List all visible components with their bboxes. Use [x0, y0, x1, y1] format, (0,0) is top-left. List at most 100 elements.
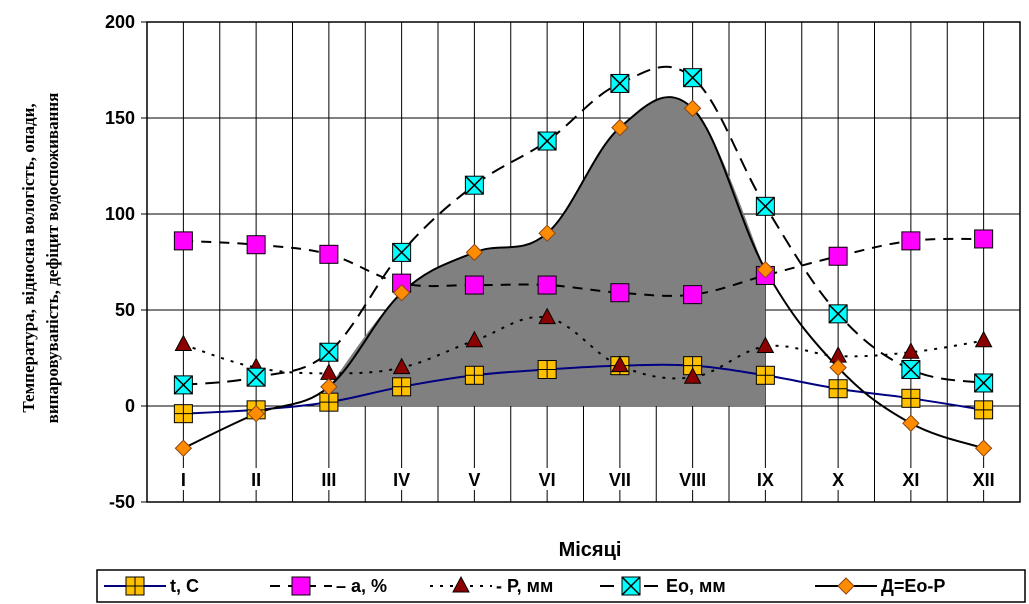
data-point-s4-III	[320, 378, 338, 396]
month-label: IX	[757, 470, 774, 490]
marker-shape	[974, 439, 993, 457]
data-point-s3-II	[246, 367, 266, 387]
month-label-bg	[893, 468, 928, 490]
marker-shape	[837, 577, 855, 595]
marker-shape	[974, 229, 994, 249]
legend-label-2: - P, мм	[496, 576, 553, 596]
legend-marker-3	[621, 576, 641, 596]
marker-shape	[291, 576, 311, 596]
month-label: X	[832, 470, 844, 490]
marker-shape	[174, 334, 193, 352]
month-label-bg	[166, 468, 201, 490]
marker-shape	[464, 275, 484, 295]
month-label: V	[468, 470, 480, 490]
data-point-s3-V	[464, 175, 484, 195]
month-label: I	[181, 470, 186, 490]
month-label-bg	[457, 468, 492, 490]
marker-cross	[246, 367, 266, 387]
data-point-s3-IV	[392, 242, 412, 262]
month-label-bg	[530, 468, 565, 490]
data-point-s1-II	[246, 235, 266, 255]
data-point-s0-III	[319, 392, 339, 412]
month-label: XI	[902, 470, 919, 490]
marker-cross	[828, 304, 848, 324]
data-point-s4-II	[247, 404, 265, 423]
marker-shape	[974, 330, 993, 348]
legend-label-4: Д=Ео-Р	[881, 576, 945, 596]
marker-shape	[319, 244, 339, 264]
marker-shape	[465, 330, 484, 348]
data-point-s3-XI	[901, 359, 921, 380]
marker-shape	[683, 367, 702, 384]
deficit-area	[328, 96, 766, 406]
y-tick-label: 50	[115, 300, 135, 320]
marker-shape	[173, 231, 193, 251]
y-tick-label: 0	[125, 396, 135, 416]
data-point-s3-III	[319, 342, 339, 362]
y-tick-label: 100	[105, 204, 135, 224]
data-point-s0-IV	[392, 377, 412, 397]
marker-shape	[452, 575, 470, 593]
y-axis-title-line2: випаровуваність, дефіцит водоспоживання	[43, 93, 62, 424]
month-label-bg	[821, 468, 856, 490]
marker-shape	[538, 224, 556, 242]
data-point-s0-VIII	[683, 356, 703, 376]
y-tick-label: -50	[109, 492, 135, 512]
month-label-bg	[675, 468, 710, 490]
marker-shape	[683, 285, 703, 305]
data-point-s2-IX	[756, 336, 775, 353]
month-label-bg	[602, 468, 637, 490]
data-point-s3-IX	[755, 196, 775, 216]
deficit-shaded-area	[328, 96, 766, 406]
marker-shape	[901, 231, 921, 251]
data-point-s1-VIII	[683, 285, 703, 305]
series-line-2	[183, 315, 984, 380]
month-label: III	[321, 470, 336, 490]
data-point-s1-III	[319, 244, 339, 264]
marker-shape	[756, 336, 775, 353]
marker-shape	[174, 439, 193, 457]
data-point-s2-XII	[974, 330, 993, 348]
data-point-s2-IV	[392, 357, 411, 375]
data-point-s0-X	[828, 379, 848, 399]
marker-cross	[319, 342, 339, 362]
month-label: VIII	[679, 470, 706, 490]
marker-shape	[537, 275, 557, 295]
data-point-s3-X	[828, 304, 848, 324]
marker-shape	[610, 283, 630, 303]
data-point-s4-VIII	[683, 99, 702, 118]
data-point-s4-VII	[611, 118, 629, 137]
marker-shape	[683, 99, 702, 118]
data-point-s0-XI	[901, 388, 921, 408]
data-point-s3-XII	[974, 373, 994, 393]
data-point-s1-X	[828, 246, 848, 266]
data-point-s3-VII	[610, 73, 630, 93]
legend-marker-0	[125, 576, 145, 596]
marker-cross	[901, 359, 921, 380]
data-point-s2-VIII	[683, 367, 702, 384]
marker-shape	[828, 246, 848, 266]
marker-shape	[902, 414, 920, 432]
data-point-s2-VI	[538, 307, 556, 325]
data-point-s2-VII	[611, 355, 629, 373]
x-axis-ticks: I II III IV V VI VII VIII IX X XI XII	[166, 468, 1001, 490]
marker-shape	[392, 357, 411, 375]
marker-cross	[974, 373, 994, 393]
marker-cross	[610, 73, 630, 93]
data-point-s0-XII	[974, 400, 994, 420]
month-label-bg	[239, 468, 274, 490]
legend-label-0: t, C	[170, 576, 199, 596]
month-label-bg	[311, 468, 346, 490]
data-point-s4-X	[829, 358, 847, 377]
legend-label-1: – a, %	[336, 576, 387, 596]
legend-marker-1	[291, 576, 311, 596]
data-point-s0-IX	[755, 365, 775, 385]
y-axis-ticks: -50 0 50 100 150 200	[105, 12, 135, 512]
data-point-s0-V	[464, 365, 484, 385]
legend: t, C – a, % - P, мм Ео, мм Д=Ео-Р	[96, 569, 1026, 603]
marker-cross	[464, 175, 484, 195]
legend-label-3: Ео, мм	[666, 576, 726, 596]
data-point-s1-VII	[610, 283, 630, 303]
marker-shape	[246, 235, 266, 255]
